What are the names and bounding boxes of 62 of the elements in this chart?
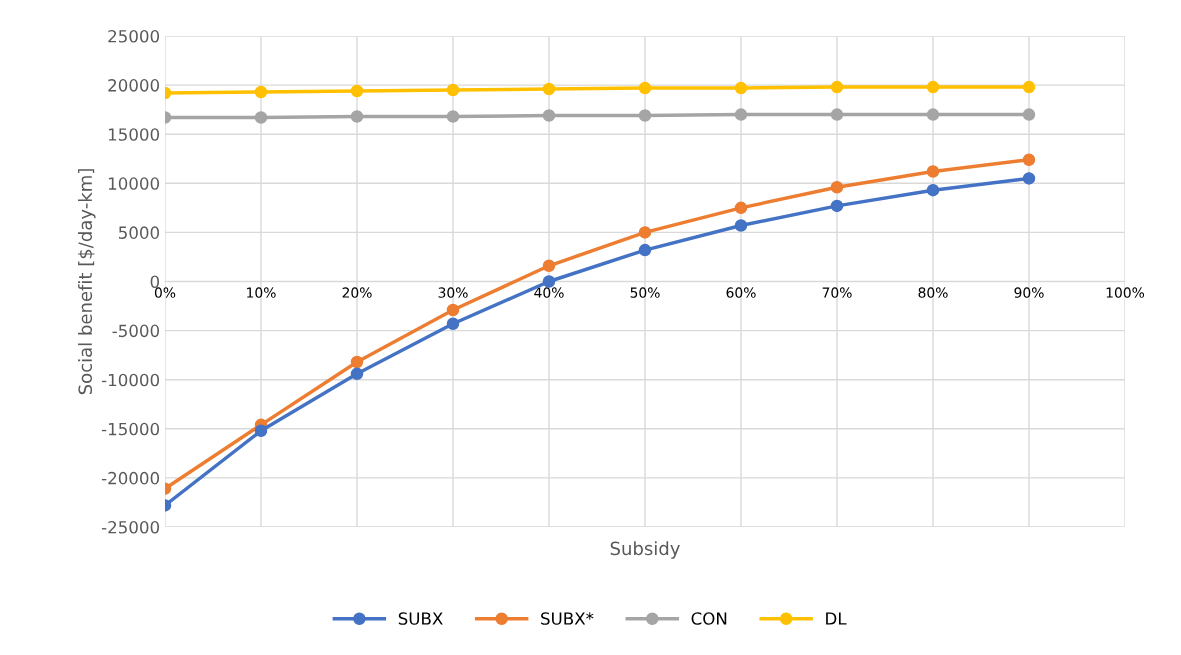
point bbox=[542, 109, 556, 122]
point bbox=[1022, 172, 1036, 185]
y-tick-label: -20000 bbox=[101, 471, 160, 485]
point bbox=[926, 183, 940, 197]
point bbox=[638, 109, 652, 122]
y-tick-label: 25000 bbox=[108, 29, 160, 43]
point bbox=[254, 85, 268, 99]
x-tick-label: 40% bbox=[534, 287, 564, 298]
legend-label: SUBX* bbox=[541, 612, 594, 625]
point bbox=[350, 84, 364, 98]
point bbox=[350, 355, 364, 369]
y-tick-label: -5000 bbox=[112, 324, 160, 338]
x-tick-label: 90% bbox=[1014, 287, 1044, 298]
x-tick-label: 20% bbox=[342, 287, 372, 298]
point bbox=[1022, 108, 1036, 121]
point bbox=[638, 81, 652, 95]
x-tick-label: 80% bbox=[918, 287, 948, 298]
legend-label: DL bbox=[826, 612, 847, 625]
point bbox=[350, 110, 364, 123]
y-tick-label: 15000 bbox=[108, 128, 160, 141]
point bbox=[446, 110, 460, 123]
point bbox=[254, 111, 268, 124]
y-tick-label: -10000 bbox=[101, 373, 160, 387]
point bbox=[446, 83, 460, 97]
point bbox=[830, 80, 844, 94]
point bbox=[638, 226, 652, 239]
point bbox=[734, 81, 748, 95]
point bbox=[638, 243, 652, 257]
x-tick-label: 60% bbox=[726, 287, 756, 298]
point bbox=[1022, 80, 1036, 94]
point bbox=[926, 165, 940, 178]
point bbox=[926, 80, 940, 94]
y-tick-label: -25000 bbox=[101, 520, 160, 534]
point bbox=[734, 201, 748, 215]
point bbox=[446, 317, 460, 330]
x-tick-label: 10% bbox=[247, 287, 276, 298]
point bbox=[734, 219, 748, 232]
point bbox=[830, 199, 844, 213]
point bbox=[446, 303, 460, 317]
x-tick-label: 50% bbox=[630, 287, 660, 298]
legend-label: SUBX bbox=[398, 612, 443, 625]
point bbox=[1022, 153, 1036, 166]
x-axis-title: Subsidy bbox=[610, 541, 680, 559]
point bbox=[542, 259, 556, 273]
point bbox=[542, 275, 556, 288]
y-tick-label: 20000 bbox=[108, 79, 160, 92]
legend-label: CON bbox=[691, 612, 727, 625]
point bbox=[350, 367, 364, 381]
x-tick-label: 0% bbox=[154, 287, 176, 298]
x-tick-label: 30% bbox=[438, 287, 468, 298]
point bbox=[734, 108, 748, 121]
y-axis-title: Social benefit [$/day-km] bbox=[78, 169, 96, 395]
y-tick-label: -15000 bbox=[101, 422, 160, 436]
point bbox=[542, 82, 556, 96]
x-tick-label: 100% bbox=[1106, 287, 1145, 298]
x-tick-label: 70% bbox=[822, 287, 852, 298]
y-tick-label: 5000 bbox=[119, 226, 160, 239]
y-tick-label: 10000 bbox=[108, 177, 160, 190]
point bbox=[926, 108, 940, 121]
point bbox=[254, 424, 268, 438]
point bbox=[830, 180, 844, 194]
point bbox=[830, 108, 844, 121]
